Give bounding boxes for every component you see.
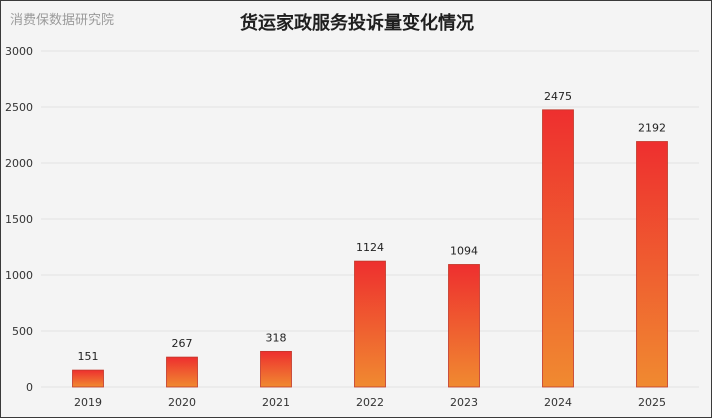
x-tick-label: 2020 bbox=[168, 396, 196, 409]
bar bbox=[542, 109, 574, 388]
data-label: 2192 bbox=[638, 121, 666, 134]
bar bbox=[72, 369, 104, 388]
y-tick-label: 2000 bbox=[5, 157, 33, 170]
data-label: 1124 bbox=[356, 241, 384, 254]
data-label: 151 bbox=[78, 350, 99, 363]
data-label: 1094 bbox=[450, 244, 478, 257]
x-tick-label: 2025 bbox=[638, 396, 666, 409]
y-tick-label: 2500 bbox=[5, 101, 33, 114]
x-axis-ticks: 2019 2020 2021 2022 2023 2024 2025 bbox=[74, 396, 666, 409]
chart-title: 货运家政服务投诉量变化情况 bbox=[240, 13, 474, 34]
y-tick-label: 1500 bbox=[5, 213, 33, 226]
data-label: 267 bbox=[172, 337, 193, 350]
bar bbox=[354, 260, 386, 388]
y-tick-label: 0 bbox=[26, 381, 33, 394]
bar bbox=[166, 356, 198, 388]
data-label: 318 bbox=[266, 331, 287, 344]
x-tick-label: 2021 bbox=[262, 396, 290, 409]
bar bbox=[260, 350, 292, 388]
bars bbox=[72, 109, 668, 388]
bar bbox=[636, 141, 668, 388]
data-labels: 151 267 318 1124 1094 2475 2192 bbox=[78, 90, 667, 363]
y-tick-label: 500 bbox=[12, 325, 33, 338]
x-tick-label: 2019 bbox=[74, 396, 102, 409]
y-axis-ticks: 0 500 1000 1500 2000 2500 3000 bbox=[5, 45, 33, 394]
grid-lines bbox=[41, 50, 699, 388]
x-tick-label: 2022 bbox=[356, 396, 384, 409]
x-tick-label: 2023 bbox=[450, 396, 478, 409]
data-label: 2475 bbox=[544, 90, 572, 103]
x-tick-label: 2024 bbox=[544, 396, 572, 409]
y-tick-label: 3000 bbox=[5, 45, 33, 58]
y-tick-label: 1000 bbox=[5, 269, 33, 282]
watermark-text: 消费保数据研究院 bbox=[10, 13, 115, 28]
bar bbox=[448, 264, 480, 388]
